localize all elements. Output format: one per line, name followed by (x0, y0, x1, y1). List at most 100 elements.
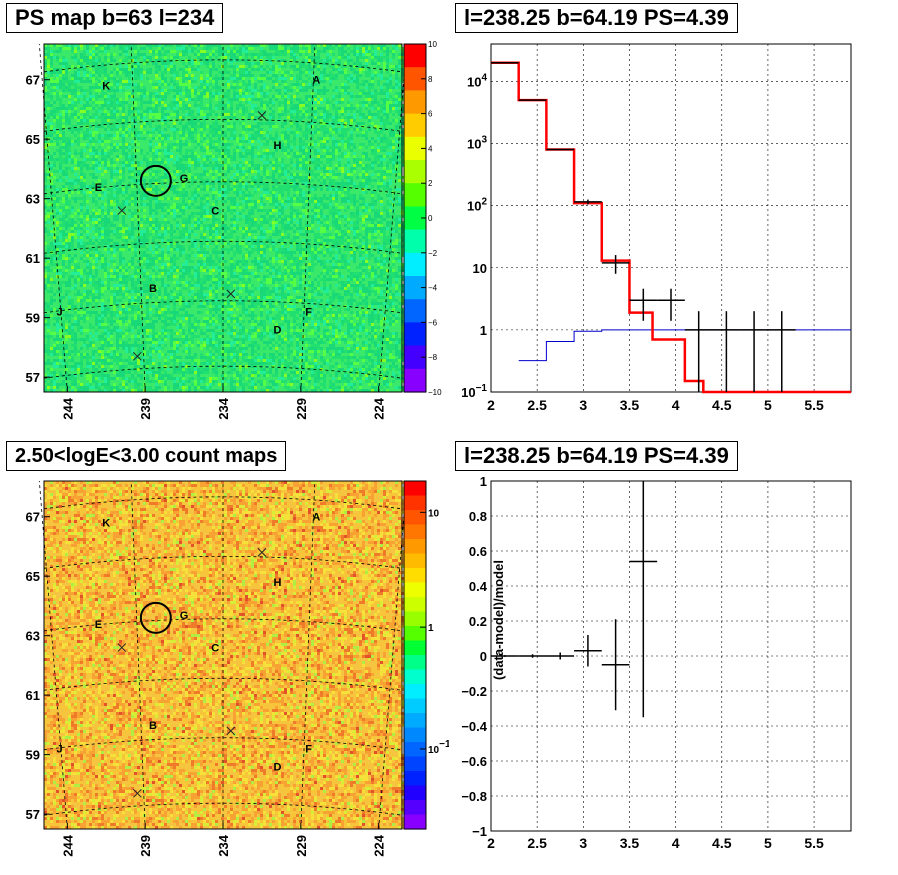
grid-lon-4 (378, 480, 408, 830)
residual-ytick-label: −0.4 (461, 719, 487, 734)
source-cross-2 (226, 726, 236, 736)
map-xtick-label-244: 244 (60, 397, 75, 419)
source-label-A: A (312, 75, 320, 87)
grid-lat-4 (43, 118, 403, 132)
grid-lon-3 (300, 480, 316, 830)
grid-lat-2 (43, 240, 403, 254)
residual-ytick-label: −0.2 (461, 684, 487, 699)
grid-lon-1 (130, 43, 146, 393)
map-background (44, 44, 402, 392)
spectrum-ytick-label-0: 104 (467, 72, 487, 89)
residual-ytick-label: −0.8 (461, 789, 487, 804)
colorbar-step (404, 345, 426, 370)
colorbar-step (404, 742, 426, 758)
spectrum-frame (490, 43, 852, 393)
map-xtick-label-234: 234 (216, 834, 231, 856)
colorbar-step (404, 727, 426, 743)
source-cross-1 (117, 643, 127, 652)
source-cross-1 (117, 206, 127, 215)
colorbar-label: −8 (428, 353, 438, 362)
colorbar-step (404, 67, 426, 91)
residual-xtick-label-5.5: 5.5 (804, 835, 824, 851)
source-cross-0 (257, 548, 267, 557)
spectrum-xtick-label-3.5: 3.5 (620, 397, 640, 413)
colorbar-step (404, 322, 426, 347)
residual-ytick-label: −0.6 (461, 754, 487, 769)
background-model-line (518, 329, 851, 362)
map-xtick-label-224: 224 (372, 397, 387, 419)
map-xtick-label-229: 229 (294, 835, 309, 857)
source-label-C: C (211, 206, 219, 218)
residual-ytick-label: 1 (480, 474, 487, 489)
map-ytick-label-65: 65 (26, 132, 40, 147)
colorbar-step (404, 669, 426, 685)
map-ytick-label-61: 61 (26, 251, 40, 266)
residual-xtick-label-3.5: 3.5 (620, 835, 640, 851)
colorbar-step (404, 814, 426, 830)
colorbar-label: −10 (428, 388, 442, 397)
colorbar-frame (403, 43, 427, 393)
grid-lon-1 (130, 480, 146, 830)
colorbar-label: 2 (428, 179, 433, 188)
coordinate-grid (38, 480, 408, 830)
colorbar-step (404, 539, 426, 555)
colorbar-step (404, 771, 426, 787)
colorbar-frame (403, 480, 427, 830)
colorbar-step (404, 44, 426, 68)
source-label-F: F (305, 744, 312, 756)
spectrum-xtick-label-3: 3 (579, 397, 587, 413)
source-cross-3 (133, 788, 142, 798)
source-label-G: G (180, 173, 189, 185)
map-pixels (44, 481, 404, 829)
source-label-J: J (57, 744, 63, 756)
map-ytick-label-67: 67 (26, 73, 40, 88)
colorbar-step (404, 597, 426, 613)
spectrum-ytick-label-5: 10−1 (461, 383, 487, 400)
colorbar-step (404, 113, 426, 138)
map-ytick-label-67: 67 (26, 510, 40, 525)
grid-lon-3 (300, 43, 316, 393)
residual-title: l=238.25 b=64.19 PS=4.39 (455, 441, 738, 471)
map-ytick-label-59: 59 (26, 311, 40, 326)
map-xtick-label-244: 244 (60, 834, 75, 856)
map-xtick-label-234: 234 (216, 397, 231, 419)
colorbar-step (404, 206, 426, 231)
colorbar-step (404, 90, 426, 115)
residual-ytick-label: 0.6 (469, 544, 487, 559)
grid-lat-3 (43, 181, 403, 195)
colorbar-label: 10 (428, 40, 437, 49)
map-ytick-label-63: 63 (26, 192, 40, 207)
residual-panel: l=238.25 b=64.19 PS=4.39 2 2.5 3 3.5 4 4.5 5 5.… (449, 437, 898, 875)
colorbar-step (404, 183, 426, 207)
colorbar-step (404, 713, 426, 729)
colorbar-label: 10 (428, 508, 440, 519)
residual-ytick-label: −1 (472, 824, 487, 839)
spectrum-ytick-label-2: 102 (467, 197, 487, 214)
colorbar-step (404, 568, 426, 584)
colorbar-step (404, 800, 426, 816)
map-ytick-label-59: 59 (26, 748, 40, 763)
residual-ytick-label: 0 (480, 649, 487, 664)
spectrum-xtick-label-4: 4 (672, 397, 680, 413)
colorbar-step (404, 368, 426, 393)
spectrum-title: l=238.25 b=64.19 PS=4.39 (455, 3, 738, 33)
map-ytick-label-65: 65 (26, 569, 40, 584)
spectrum-panel: l=238.25 b=64.19 PS=4.39 2 2.5 3 3.5 4 4.5 5 5.… (449, 0, 898, 437)
coordinate-grid (38, 43, 408, 393)
colorbar-step (404, 756, 426, 772)
colorbar-step (404, 229, 426, 254)
colorbar-step (404, 252, 426, 277)
colorbar-step (404, 495, 426, 511)
grid-lat-1 (43, 300, 403, 314)
source-label-D: D (274, 325, 282, 337)
colorbar-step (404, 136, 426, 161)
source-label-G: G (180, 610, 189, 622)
grid-lat-0 (43, 802, 403, 816)
residual-plot: 2 2.5 3 3.5 4 4.5 5 5.5 1 0.8 0.6 0.4 0.2 0 −0.2 −0.4 −0… (461, 474, 852, 851)
map-ytick-label-63: 63 (26, 629, 40, 644)
source-label-E: E (95, 182, 102, 194)
grid-lon-4 (378, 43, 408, 393)
colorbar-label: 0 (428, 214, 433, 223)
colorbar-step (404, 510, 426, 526)
colorbar-label: −4 (428, 284, 438, 293)
